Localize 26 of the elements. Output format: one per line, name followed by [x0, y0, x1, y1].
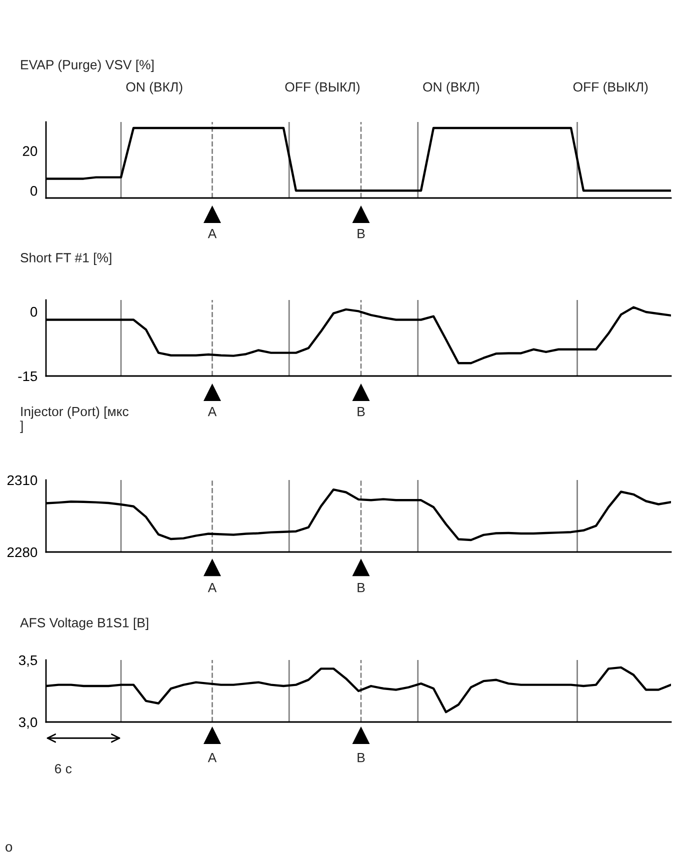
y-tick-label: 2280 [7, 547, 38, 558]
text: 6 с [55, 764, 72, 774]
text: B [358, 407, 365, 416]
text: OFF (ВЫКЛ) [573, 82, 648, 94]
chart-title: Short FT #1 [%] [20, 252, 112, 265]
y-tick-label: 3,0 [18, 717, 38, 729]
text: o [6, 844, 12, 852]
y-tick-label: 20 [22, 146, 38, 156]
y-tick-label: -15 [18, 371, 38, 382]
text: B [358, 583, 365, 592]
text: B [358, 753, 365, 762]
text: ON (ВКЛ) [423, 82, 480, 94]
text: A [208, 229, 217, 238]
text: A [208, 753, 217, 762]
text: A [208, 407, 217, 416]
text: B [358, 229, 365, 238]
y-tick-label: 0 [30, 186, 38, 196]
y-tick-label: 0 [30, 306, 38, 317]
text: ON (ВКЛ) [126, 82, 182, 94]
chart-title: AFS Voltage B1S1 [В] [20, 618, 148, 630]
chart-title: Injector (Port) [мкс ] [20, 406, 128, 433]
chart-title: EVAP (Purge) VSV [%] [21, 60, 154, 72]
text: OFF (ВЫКЛ) [285, 82, 360, 94]
y-tick-label: 2310 [7, 475, 38, 486]
y-tick-label: 3,5 [18, 655, 38, 667]
text: A [208, 583, 217, 592]
